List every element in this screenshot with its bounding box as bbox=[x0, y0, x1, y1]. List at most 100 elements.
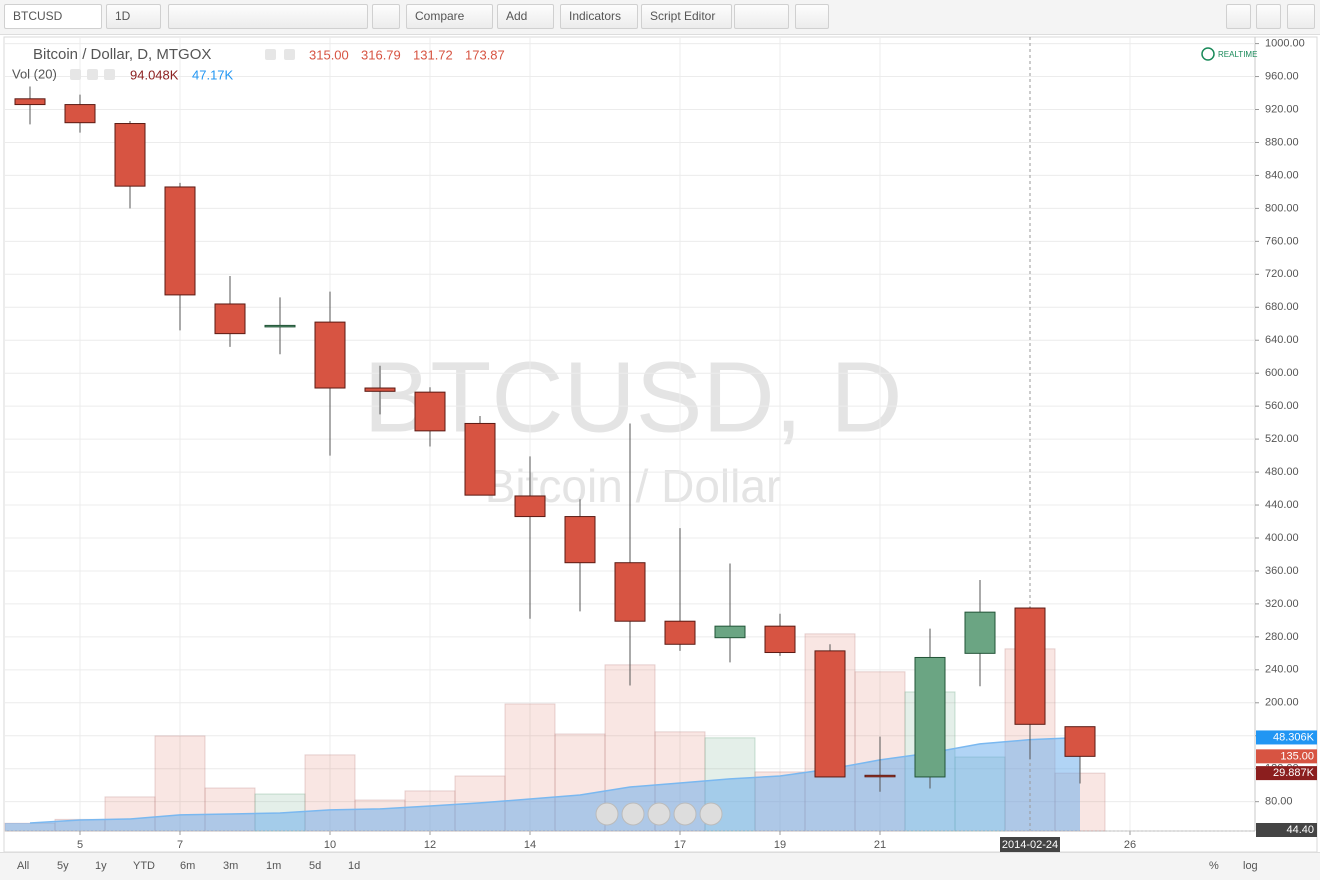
y-tick-label: 240.00 bbox=[1265, 664, 1299, 676]
reset[interactable] bbox=[647, 802, 671, 826]
candle-body bbox=[414, 391, 446, 432]
y-tick-label: 1000.00 bbox=[1265, 37, 1305, 49]
icon bbox=[284, 49, 295, 60]
crosshair-date-label: 2014-02-24 bbox=[1002, 839, 1058, 851]
volume-tag-label: 29.887K bbox=[1273, 767, 1315, 779]
x-tick-label: 19 bbox=[774, 839, 786, 851]
y-tick-label: 760.00 bbox=[1265, 235, 1299, 247]
x-tick-label: 7 bbox=[177, 839, 183, 851]
volume-tag-label: 48.306K bbox=[1273, 731, 1315, 743]
y-tick-label: 360.00 bbox=[1265, 565, 1299, 577]
compare-button[interactable]: Compare bbox=[406, 4, 493, 29]
y-tick-label: 520.00 bbox=[1265, 433, 1299, 445]
x-tick-label: 10 bbox=[324, 839, 336, 851]
volume-tag bbox=[1256, 766, 1317, 781]
y-tick-label: 80.00 bbox=[1265, 796, 1293, 808]
fullscreen-button[interactable] bbox=[1287, 4, 1315, 29]
toolbar: BTCUSD 1D Compare Add Indicators Script … bbox=[0, 0, 1320, 35]
scale-option[interactable]: % bbox=[1209, 860, 1219, 872]
x-tick-label: 12 bbox=[424, 839, 436, 851]
candle-body bbox=[864, 774, 896, 778]
volume-legend-value: 47.17K bbox=[192, 67, 234, 82]
legend-value: 173.87 bbox=[465, 47, 505, 62]
x-tick-label: 14 bbox=[524, 839, 536, 851]
range-button[interactable]: 1m bbox=[266, 860, 282, 872]
symbol-input[interactable]: BTCUSD bbox=[4, 4, 102, 29]
settings-button[interactable] bbox=[372, 4, 400, 29]
y-tick-label: 840.00 bbox=[1265, 169, 1299, 181]
drawing-tools[interactable] bbox=[734, 4, 789, 29]
candle-body bbox=[1014, 607, 1046, 725]
range-button[interactable]: 6m bbox=[180, 860, 196, 872]
scroll-buttons bbox=[595, 802, 723, 826]
last-price-tag-label: 135.00 bbox=[1280, 750, 1314, 762]
watermark: BTCUSD, D bbox=[364, 341, 903, 453]
scroll-left[interactable] bbox=[595, 802, 619, 826]
candle-body bbox=[14, 98, 46, 106]
candle-body bbox=[164, 186, 196, 296]
zoom-in[interactable] bbox=[673, 802, 697, 826]
volume-tag bbox=[1256, 730, 1317, 745]
x-tick-label: 17 bbox=[674, 839, 686, 851]
range-button[interactable]: 1d bbox=[348, 860, 361, 872]
zoom-out[interactable] bbox=[621, 802, 645, 826]
y-tick-label: 440.00 bbox=[1265, 499, 1299, 511]
candle-body bbox=[264, 324, 296, 328]
y-tick-label: 960.00 bbox=[1265, 70, 1299, 82]
y-tick-label: 720.00 bbox=[1265, 268, 1299, 280]
range-button[interactable]: YTD bbox=[133, 860, 155, 872]
y-tick-label: 560.00 bbox=[1265, 400, 1299, 412]
range-button[interactable]: 1y bbox=[95, 860, 107, 872]
candle-body bbox=[664, 620, 696, 645]
range-button[interactable]: All bbox=[17, 860, 30, 872]
add-button[interactable]: Add bbox=[497, 4, 554, 29]
interval-select[interactable]: 1D bbox=[106, 4, 161, 29]
y-tick-label: 200.00 bbox=[1265, 697, 1299, 709]
x-tick-label: 26 bbox=[1124, 839, 1136, 851]
icon bbox=[265, 49, 276, 60]
legend-value: 315.00 bbox=[309, 47, 349, 62]
volume-ma-area bbox=[5, 737, 1080, 831]
undo-button[interactable] bbox=[1226, 4, 1251, 29]
last-price-tag bbox=[1256, 749, 1317, 764]
range-button[interactable]: 5y bbox=[57, 860, 69, 872]
chart-style-group[interactable] bbox=[168, 4, 368, 29]
x-tick-label: 5 bbox=[77, 839, 83, 851]
candle-body bbox=[364, 387, 396, 392]
candle-body bbox=[1064, 726, 1096, 757]
candle-body bbox=[764, 625, 796, 654]
candle-body bbox=[964, 611, 996, 654]
legend-title: Bitcoin / Dollar, D, MTGOX bbox=[33, 46, 211, 63]
y-tick-label: 600.00 bbox=[1265, 367, 1299, 379]
y-tick-label: 480.00 bbox=[1265, 466, 1299, 478]
script-editor-button[interactable]: Script Editor bbox=[641, 4, 732, 29]
floor-tag bbox=[1256, 823, 1317, 837]
candle-body bbox=[564, 516, 596, 564]
candle-body bbox=[114, 123, 146, 187]
y-tick-label: 400.00 bbox=[1265, 532, 1299, 544]
icon bbox=[70, 69, 81, 80]
indicators-button[interactable]: Indicators bbox=[560, 4, 638, 29]
candle-body bbox=[514, 495, 546, 518]
y-tick-label: 800.00 bbox=[1265, 202, 1299, 214]
legend-value: 131.72 bbox=[413, 47, 453, 62]
scroll-right[interactable] bbox=[699, 802, 723, 826]
legend-value: 316.79 bbox=[361, 47, 401, 62]
range-button[interactable]: 5d bbox=[309, 860, 322, 872]
y-tick-label: 640.00 bbox=[1265, 334, 1299, 346]
candle-body bbox=[214, 303, 246, 335]
redo-button[interactable] bbox=[1256, 4, 1281, 29]
volume-legend-title: Vol (20) bbox=[12, 66, 57, 81]
ideas-button[interactable] bbox=[795, 4, 829, 29]
icon bbox=[104, 69, 115, 80]
candle-body bbox=[714, 625, 746, 639]
floor-tag-label: 44.40 bbox=[1286, 824, 1314, 836]
candle-body bbox=[814, 650, 846, 778]
candle-body bbox=[464, 422, 496, 496]
scale-option[interactable]: log bbox=[1243, 860, 1258, 872]
range-button[interactable]: 3m bbox=[223, 860, 239, 872]
y-tick-label: 920.00 bbox=[1265, 103, 1299, 115]
candle-body bbox=[914, 656, 946, 778]
